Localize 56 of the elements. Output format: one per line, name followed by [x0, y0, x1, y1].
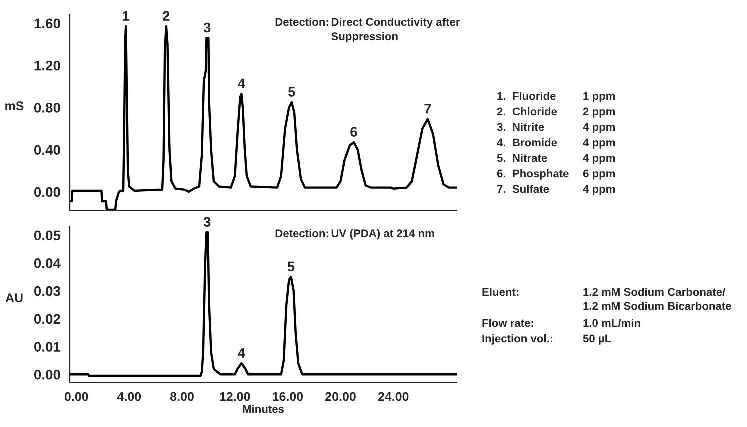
y-tick-label: 0.05: [34, 230, 61, 241]
text: 4. Bromide: [497, 138, 558, 147]
y-tick-label: 0.00: [34, 187, 60, 198]
text: 6 ppm: [583, 170, 616, 180]
annotation: Detection:: [276, 18, 328, 26]
x-tick-label: 24.00: [378, 392, 409, 402]
x-tick-label: 8.00: [170, 392, 194, 402]
y-axis-title: AU: [6, 294, 23, 303]
x-tick-label: 20.00: [326, 392, 356, 402]
y-tick-label: 0.02: [34, 314, 60, 324]
line-series: [70, 231, 457, 378]
y-tick-label: 0.00: [34, 370, 60, 380]
annotation: 3: [204, 22, 211, 33]
annotation: 4: [238, 78, 246, 88]
annotation: 5: [288, 262, 295, 272]
annotation: 1: [123, 11, 130, 21]
y-tick-label: 1.20: [34, 60, 60, 71]
x-tick-label: 0.00: [64, 392, 88, 402]
annotation: 2: [163, 11, 170, 21]
text: 3. Nitrite: [497, 123, 544, 132]
y-tick-label: 0.04: [34, 258, 61, 268]
annotation: Direct Conductivity after Suppression: [332, 18, 460, 43]
text: 50 µL: [583, 334, 612, 345]
y-axis-title: mS: [6, 102, 24, 111]
y-tick-label: 0.03: [34, 286, 60, 296]
y-tick-label: 0.40: [34, 145, 60, 156]
annotation: 4: [238, 348, 246, 358]
text: 5. Nitrate: [497, 154, 548, 162]
annotation: 6: [350, 127, 358, 137]
text: 4 ppm: [583, 154, 616, 164]
annotation: 7: [424, 104, 432, 114]
text: 6. Phosphate: [497, 170, 569, 180]
text: Flow rate:: [482, 319, 534, 328]
x-axis-title: Minutes: [243, 405, 284, 414]
text: 1.2 mM Sodium Carbonate/ 1.2 mM Sodium Bicarbonate: [584, 288, 732, 310]
text: 4 ppm: [583, 138, 616, 149]
y-tick-label: 0.01: [34, 342, 61, 352]
text: Injection vol.:: [482, 334, 553, 345]
x-tick-label: 12.00: [220, 392, 250, 402]
annotation: UV (PDA) at 214 nm: [332, 229, 434, 240]
y-tick-label: 0.80: [34, 103, 60, 113]
annotation: 3: [204, 217, 211, 228]
text: 1. Fluoride: [498, 92, 556, 100]
text: 1 ppm: [584, 92, 616, 102]
text: Eluent:: [482, 288, 519, 296]
x-tick-label: 4.00: [117, 392, 142, 402]
text: 4 ppm: [583, 123, 616, 134]
text: 1.0 mL/min: [584, 319, 640, 328]
x-tick-label: 16.00: [273, 392, 304, 402]
annotation: 5: [288, 87, 296, 97]
text: 7. Sulfate: [497, 185, 550, 194]
text: 2. Chloride: [497, 108, 558, 116]
text: 4 ppm: [583, 185, 616, 196]
text: 2 ppm: [583, 108, 616, 118]
y-tick-label: 1.60: [34, 18, 60, 29]
annotation: Detection:: [276, 229, 328, 238]
